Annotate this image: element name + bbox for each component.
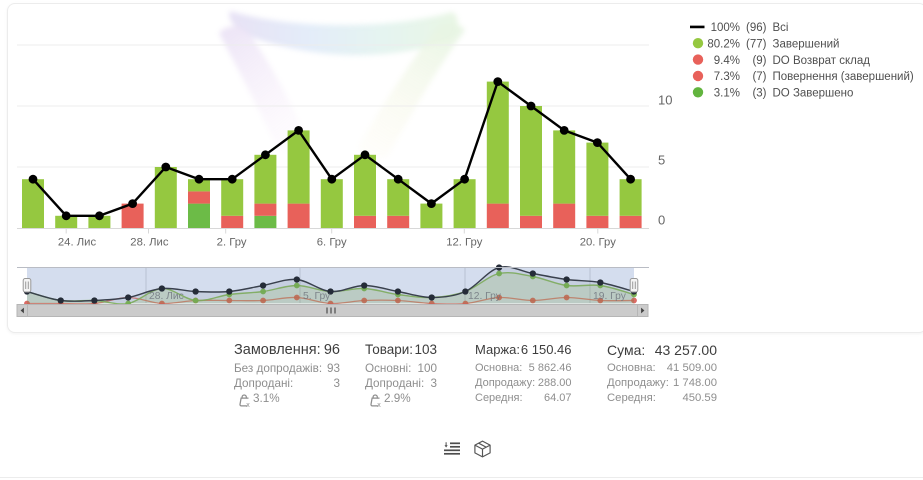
svg-text:7.3%: 7.3% [714,71,740,83]
svg-text:3.1%: 3.1% [714,88,740,100]
svg-text:24. Лис: 24. Лис [58,236,97,248]
svg-text:12. Гру: 12. Гру [468,291,502,302]
svg-text:10: 10 [658,93,672,108]
svg-text:0: 0 [658,213,665,228]
svg-text:5: 5 [658,153,665,168]
svg-text:(77): (77) [746,39,767,51]
svg-text:80.2%: 80.2% [707,39,740,51]
svg-text:(96): (96) [746,22,767,34]
svg-text:12. Гру: 12. Гру [446,236,482,248]
svg-text:x: x [246,402,250,408]
svg-text:100%: 100% [711,22,740,34]
svg-text:DO Возврат склад: DO Возврат склад [773,55,871,67]
svg-text:9.4%: 9.4% [714,55,740,67]
svg-text:(7): (7) [752,71,766,83]
svg-text:5. Гру: 5. Гру [303,291,331,302]
svg-text:DO Завершено: DO Завершено [773,88,854,100]
svg-text:6. Гру: 6. Гру [317,236,347,248]
svg-text:(9): (9) [752,55,766,67]
svg-text:20. Гру: 20. Гру [580,236,616,248]
svg-text:2. Гру: 2. Гру [217,236,247,248]
svg-text:Повернення (завершений): Повернення (завершений) [773,71,914,83]
svg-text:19. Гру: 19. Гру [593,291,627,302]
svg-text:x: x [377,402,381,408]
svg-text:28. Лис: 28. Лис [149,291,184,302]
svg-text:Всі: Всі [773,22,789,34]
svg-text:Завершений: Завершений [773,39,840,51]
svg-text:(3): (3) [752,88,766,100]
svg-text:28. Лис: 28. Лис [130,236,169,248]
